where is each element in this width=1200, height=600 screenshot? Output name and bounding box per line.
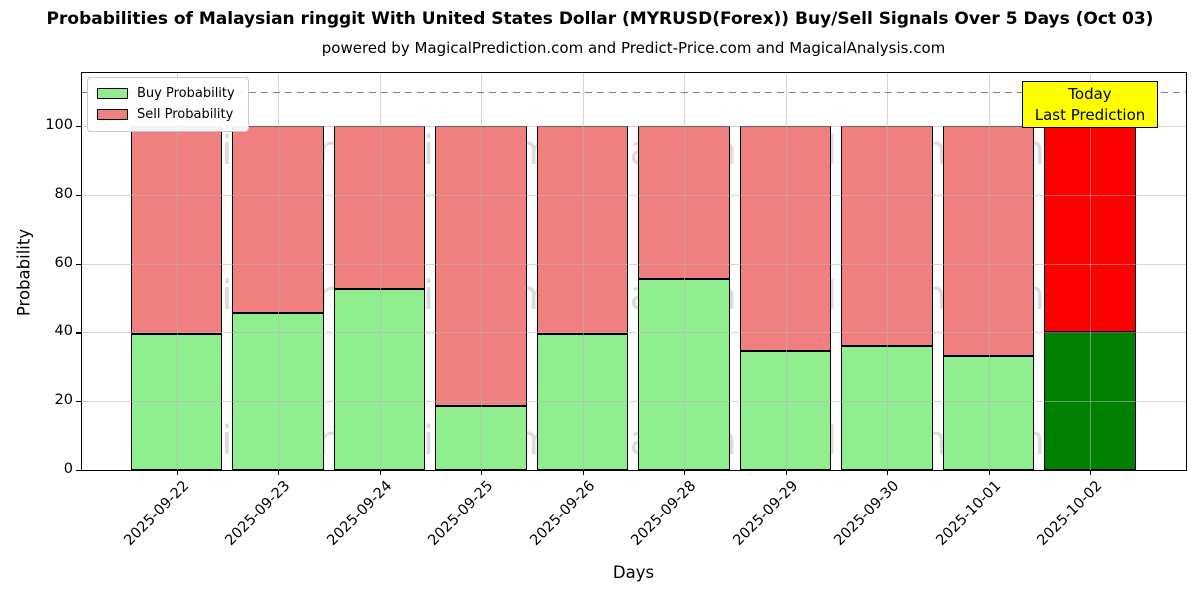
horizontal-gridline [81, 401, 1186, 403]
x-tick-mark [1090, 470, 1092, 475]
y-tick-mark [76, 194, 81, 197]
vertical-gridline [278, 72, 279, 470]
today-annotation-line1: Today [1068, 84, 1112, 103]
vertical-gridline [988, 72, 990, 470]
horizontal-gridline [81, 263, 1186, 265]
y-tick-label: 100 [45, 117, 73, 133]
x-tick-mark [176, 470, 178, 475]
x-tick-mark [278, 470, 280, 475]
vertical-gridline [1090, 72, 1091, 470]
y-tick-label: 60 [54, 254, 73, 271]
vertical-gridline [176, 72, 178, 470]
y-tick-mark [76, 470, 81, 472]
vertical-gridline [379, 72, 381, 470]
x-tick-mark [684, 470, 686, 475]
chart-title: Probabilities of Malaysian ringgit With … [46, 9, 1154, 29]
dashed-threshold-line [81, 91, 1186, 94]
horizontal-gridline [81, 194, 1186, 196]
y-tick-mark [76, 263, 81, 265]
y-tick-mark [76, 401, 81, 403]
sell-swatch-icon [97, 109, 128, 120]
legend: Buy Probability Sell Probability [87, 77, 249, 132]
today-annotation: Today Last Prediction [1022, 81, 1158, 128]
x-tick-mark [785, 470, 787, 475]
legend-label-buy: Buy Probability [137, 86, 235, 101]
y-tick-mark [76, 126, 81, 128]
x-tick-mark [481, 470, 483, 475]
vertical-gridline [887, 72, 888, 470]
vertical-gridline [785, 72, 787, 470]
legend-item-sell: Sell Probability [97, 104, 239, 125]
x-axis-label: Days [612, 563, 655, 582]
x-tick-mark [379, 470, 381, 475]
horizontal-gridline [81, 332, 1186, 334]
gridline-layer [81, 72, 1186, 470]
vertical-gridline [582, 72, 584, 470]
legend-item-buy: Buy Probability [97, 83, 239, 104]
buy-swatch-icon [97, 88, 128, 99]
x-tick-mark [988, 470, 990, 475]
vertical-gridline [481, 72, 482, 470]
y-tick-label: 40 [54, 323, 73, 340]
y-axis-label: Probability [14, 228, 34, 317]
vertical-gridline [684, 72, 685, 470]
x-tick-mark [582, 470, 584, 475]
y-tick-label: 20 [54, 392, 73, 409]
today-annotation-line2: Last Prediction [1034, 105, 1146, 124]
x-tick-mark [887, 470, 889, 475]
y-tick-label: 0 [63, 461, 73, 477]
horizontal-gridline [81, 126, 1186, 127]
y-tick-mark [76, 332, 81, 334]
chart-subtitle: powered by MagicalPrediction.com and Pre… [321, 39, 946, 57]
legend-label-sell: Sell Probability [137, 107, 234, 122]
y-tick-label: 80 [54, 185, 73, 202]
